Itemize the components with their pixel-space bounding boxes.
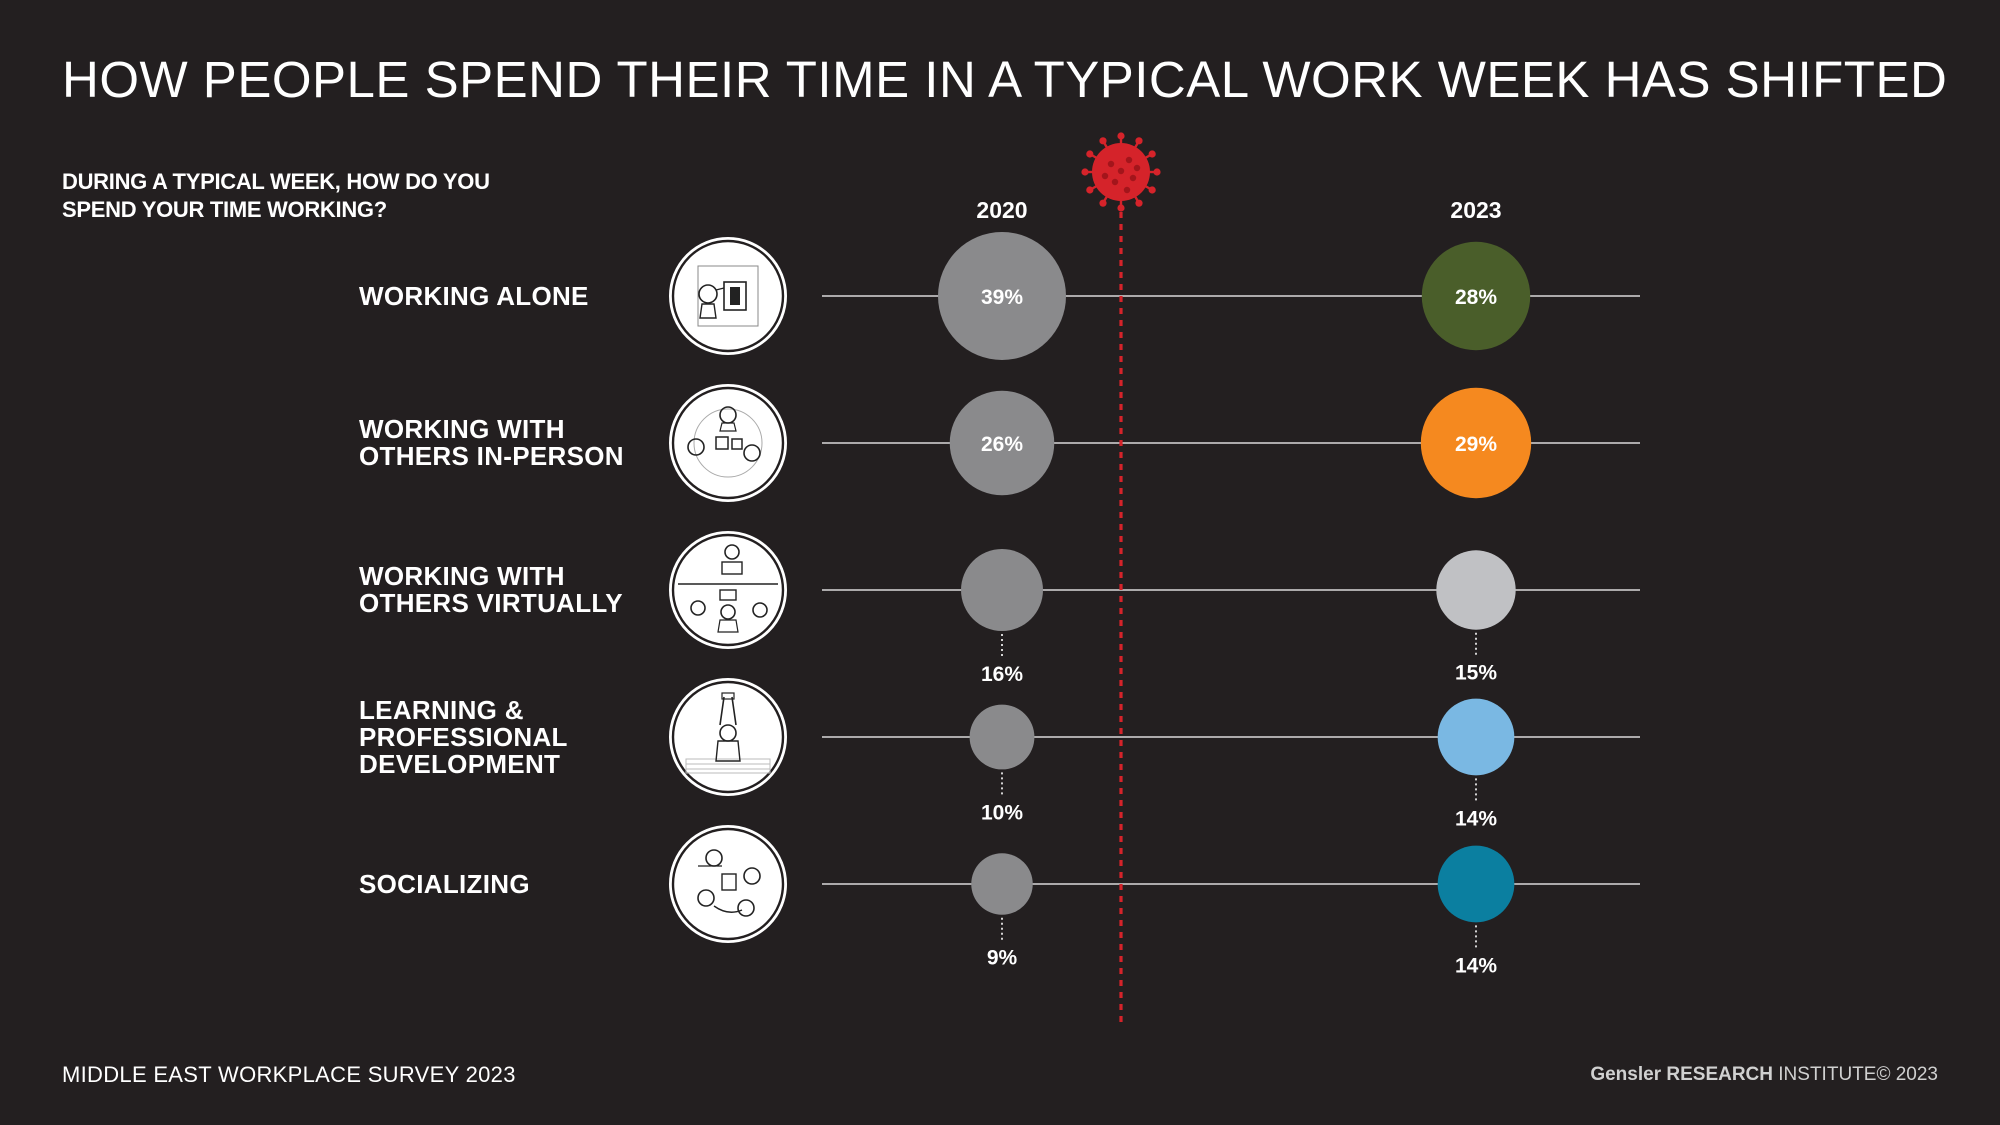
data-label: 28% <box>1455 286 1497 309</box>
category-label-line: WORKING WITH <box>359 561 565 591</box>
category-label-line: LEARNING & <box>359 694 524 725</box>
category-row: 39% 28% <box>667 232 1640 360</box>
meeting-table-icon <box>667 382 789 504</box>
survey-source: MIDDLE EAST WORKPLACE SURVEY 2023 <box>62 1062 516 1087</box>
data-label: 16% <box>981 663 1023 686</box>
page-title: HOW PEOPLE SPEND THEIR TIME IN A TYPICAL… <box>62 51 1948 108</box>
data-bubble: 29% <box>1420 387 1532 499</box>
category-label: WORKING WITH OTHERS IN-PERSON <box>359 416 659 470</box>
data-label: 15% <box>1455 662 1497 685</box>
category-label-line: OTHERS VIRTUALLY <box>359 588 623 618</box>
bubble-circle <box>1437 845 1515 923</box>
people-socializing-icon <box>667 823 789 945</box>
data-label: 29% <box>1455 433 1497 456</box>
bubble-circle <box>949 390 1055 496</box>
bubble-circle <box>1420 387 1532 499</box>
category-label: WORKING ALONE <box>359 280 659 311</box>
covid-divider <box>1081 132 1161 1022</box>
person-at-desk-icon <box>667 235 789 357</box>
category-label-line: SOCIALIZING <box>359 868 530 899</box>
data-label: 39% <box>981 286 1023 309</box>
brand-name: Gensler <box>1590 1064 1662 1085</box>
data-bubble: 39% <box>938 232 1066 360</box>
data-bubble: 14% <box>1437 845 1515 977</box>
virus-icon <box>1081 132 1161 212</box>
bubble-circle <box>1437 698 1515 776</box>
year-label: 2020 <box>976 197 1027 223</box>
bubble-circle <box>971 853 1033 915</box>
category-label: SOCIALIZING <box>359 868 659 899</box>
data-bubble: 28% <box>1421 241 1531 351</box>
data-bubble: 9% <box>971 853 1033 970</box>
question-line-1: DURING A TYPICAL WEEK, HOW DO YOU <box>62 169 490 194</box>
category-row: 9% 14% <box>667 823 1640 977</box>
category-label-line: DEVELOPMENT <box>359 748 561 779</box>
survey-question: DURING A TYPICAL WEEK, HOW DO YOU SPEND … <box>62 168 582 224</box>
data-label: 26% <box>981 433 1023 456</box>
data-bubble: 14% <box>1437 698 1515 830</box>
category-label-line: PROFESSIONAL <box>359 721 568 752</box>
category-label-line: WORKING ALONE <box>359 280 589 311</box>
video-call-icon <box>667 529 789 651</box>
bubble-circle <box>1421 241 1531 351</box>
data-bubble: 10% <box>969 704 1035 824</box>
copyright-credit: Gensler RESEARCH INSTITUTE© 2023 <box>1590 1064 1938 1086</box>
year-label: 2023 <box>1450 197 1501 223</box>
data-label: 14% <box>1455 954 1497 977</box>
category-label: WORKING WITH OTHERS VIRTUALLY <box>359 563 659 617</box>
bubble-circle <box>961 549 1043 631</box>
presenter-icon <box>667 676 789 798</box>
category-row: 26% 29% <box>667 382 1640 504</box>
data-bubble: 26% <box>949 390 1055 496</box>
category-row: 10% 14% <box>667 676 1640 830</box>
category-label-line: OTHERS IN-PERSON <box>359 441 624 471</box>
copyright-year: © 2023 <box>1876 1064 1938 1085</box>
research-label: RESEARCH <box>1666 1064 1773 1085</box>
institute-label: INSTITUTE <box>1778 1064 1877 1085</box>
data-bubble: 15% <box>1436 550 1516 685</box>
category-row: 16% 15% <box>667 529 1640 686</box>
data-bubble: 16% <box>961 549 1043 686</box>
question-line-2: SPEND YOUR TIME WORKING? <box>62 197 387 222</box>
bubble-circle <box>1436 550 1516 630</box>
bubble-circle <box>938 232 1066 360</box>
data-label: 10% <box>981 801 1023 824</box>
bubble-circle <box>969 704 1035 770</box>
category-label: LEARNING & PROFESSIONAL DEVELOPMENT <box>359 694 659 779</box>
category-label-line: WORKING WITH <box>359 414 565 444</box>
data-label: 14% <box>1455 807 1497 830</box>
data-label: 9% <box>987 947 1018 970</box>
